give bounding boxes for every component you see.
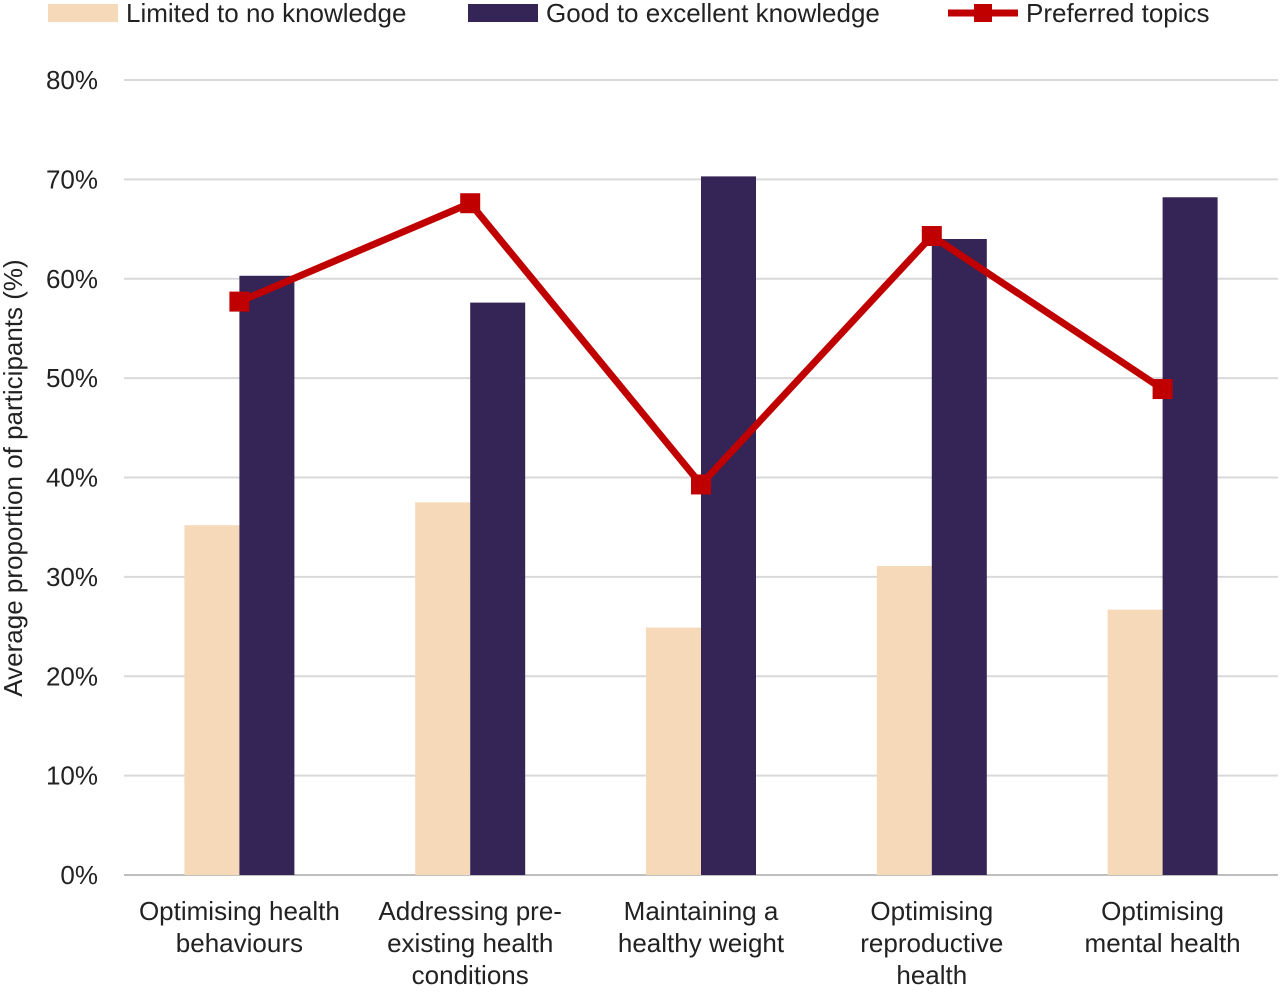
y-tick-label: 0% bbox=[60, 860, 98, 890]
bar-limited-0 bbox=[184, 525, 240, 875]
legend-swatch-0 bbox=[48, 4, 118, 22]
preferred-topics-marker-3 bbox=[921, 226, 942, 247]
bar-good-4 bbox=[1162, 197, 1218, 875]
category-label-2: Maintaining a healthy weight bbox=[618, 896, 785, 958]
y-tick-label: 40% bbox=[46, 463, 98, 493]
line-series bbox=[229, 193, 1173, 495]
preferred-topics-marker-0 bbox=[229, 291, 250, 312]
y-axis-title: Average proportion of participants (%) bbox=[0, 259, 28, 696]
y-tick-labels: 0% 10% 20% 30% 40% 50% 60% 70% 80% bbox=[46, 65, 98, 890]
bar-limited-3 bbox=[876, 565, 932, 875]
bar-limited-1 bbox=[415, 502, 471, 875]
legend-swatch-1 bbox=[468, 4, 538, 22]
category-label-1: Addressing pre-existing health conditions bbox=[378, 896, 562, 990]
bar-good-1 bbox=[470, 302, 526, 876]
y-tick-label: 70% bbox=[46, 164, 98, 194]
y-tick-label: 10% bbox=[46, 761, 98, 791]
legend-label-2: Preferred topics bbox=[1026, 0, 1210, 28]
category-labels: Optimising health behaviours Addressing pr… bbox=[139, 896, 1241, 990]
category-label-3: Optimising reproductive health bbox=[860, 896, 1003, 990]
legend-swatch-marker bbox=[974, 4, 992, 22]
preferred-topics-marker-2 bbox=[691, 474, 711, 495]
legend: Limited to no knowledge Good to excellent… bbox=[48, 0, 1210, 28]
bar-limited-4 bbox=[1107, 609, 1163, 875]
preferred-topics-marker-4 bbox=[1152, 379, 1173, 400]
y-tick-label: 60% bbox=[46, 264, 98, 294]
y-tick-label: 50% bbox=[46, 363, 98, 393]
y-tick-label: 80% bbox=[46, 65, 98, 95]
category-label-4: Optimising mental health bbox=[1085, 896, 1241, 958]
y-tick-label: 30% bbox=[46, 562, 98, 592]
bar-good-3 bbox=[931, 239, 987, 875]
y-tick-label: 20% bbox=[46, 661, 98, 691]
bars bbox=[184, 176, 1218, 876]
bar-good-0 bbox=[239, 275, 295, 875]
bar-limited-2 bbox=[646, 627, 701, 875]
preferred-topics-marker-1 bbox=[460, 193, 481, 214]
category-label-0: Optimising health behaviours bbox=[139, 896, 340, 958]
legend-label-0: Limited to no knowledge bbox=[126, 0, 406, 28]
legend-label-1: Good to excellent knowledge bbox=[546, 0, 880, 28]
bar-good-2 bbox=[701, 176, 756, 876]
